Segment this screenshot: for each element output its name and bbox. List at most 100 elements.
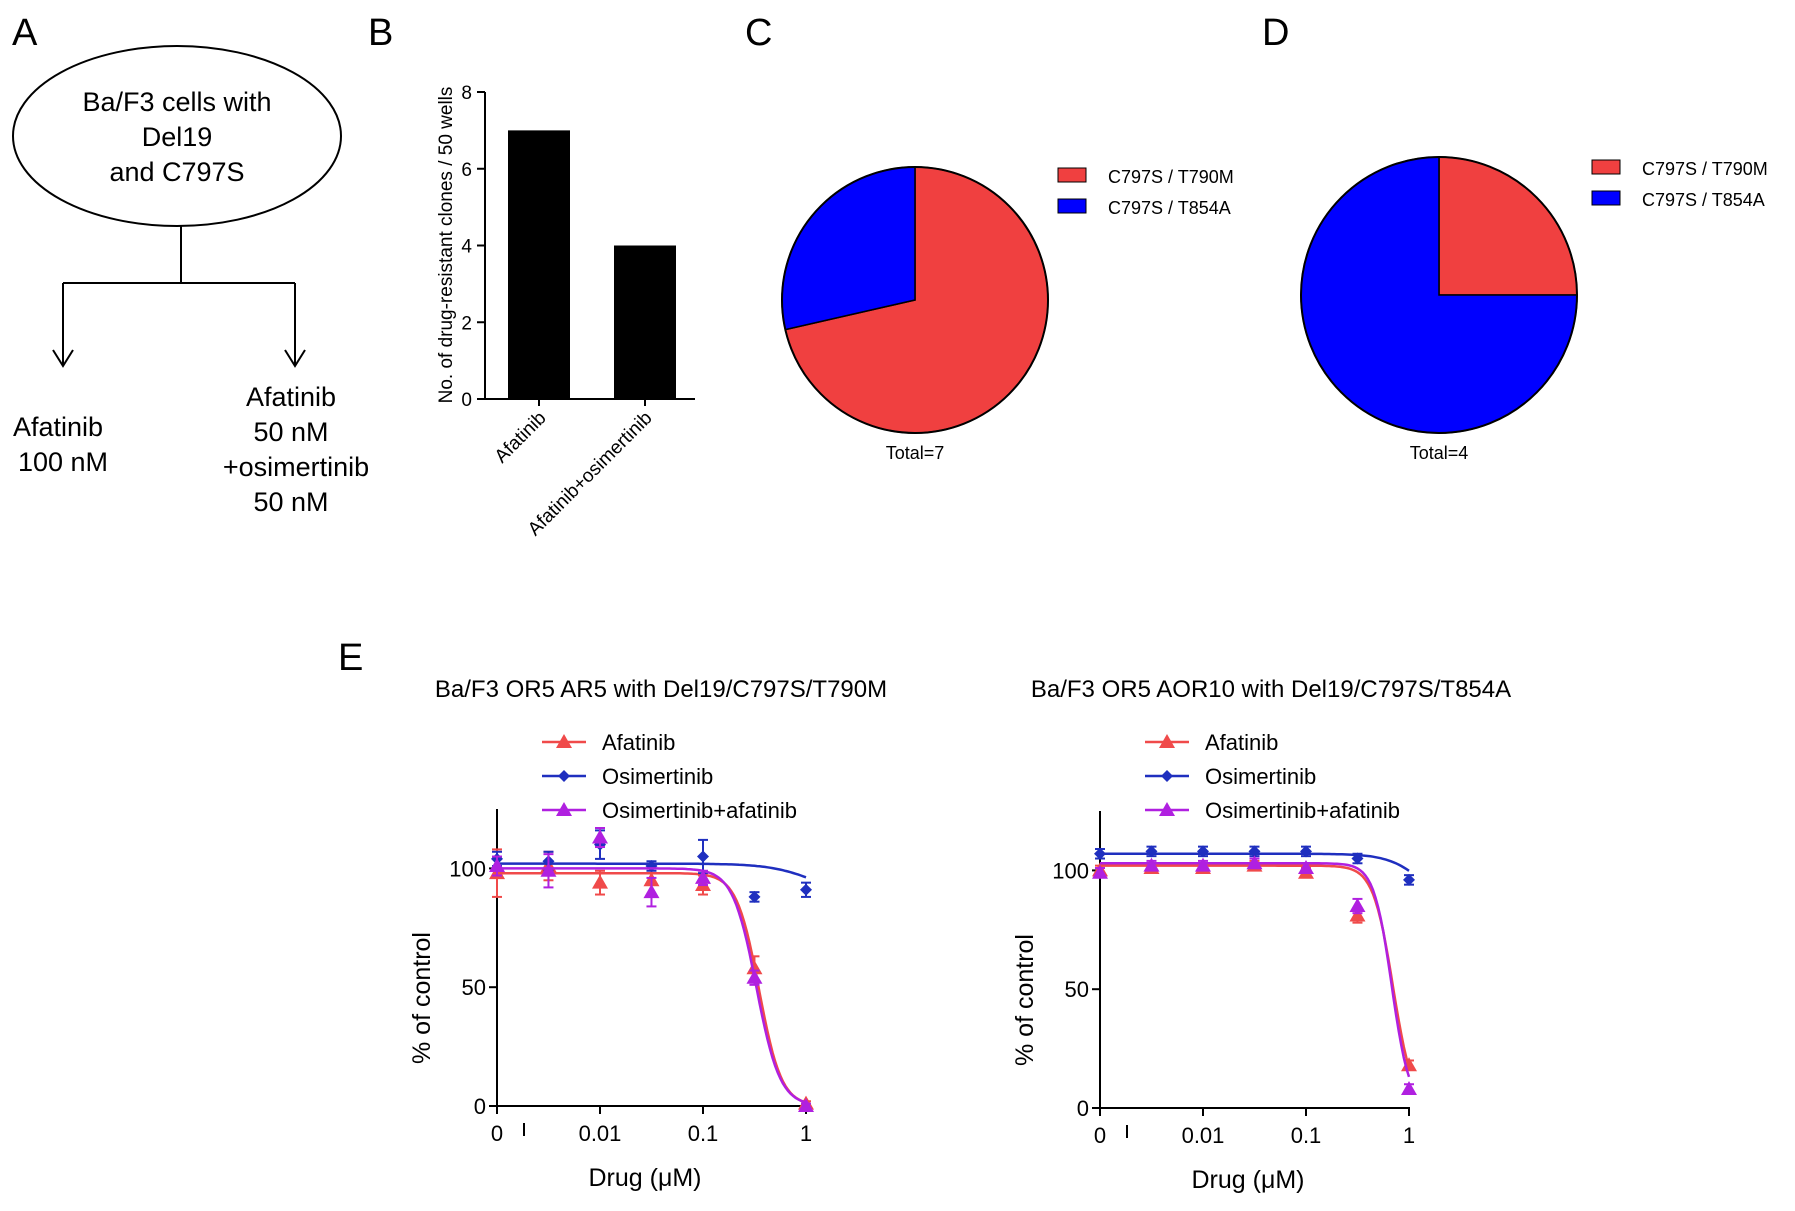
- oval-line-3: and C797S: [109, 157, 244, 187]
- legend-swatch: [1591, 190, 1621, 206]
- legend-swatch: [1591, 159, 1621, 175]
- panel-label-b: B: [368, 12, 393, 54]
- e-y-axis-label: % of control: [1011, 934, 1039, 1066]
- panel-label-c: C: [745, 12, 772, 54]
- panel-c-pie-chart: C797S / T790M C797S / T854A Total=7: [781, 166, 1234, 463]
- e-x-axis-label: Drug (μM): [588, 1164, 701, 1192]
- e-fit-curve: [1100, 864, 1411, 1068]
- e-data-point: [1161, 770, 1173, 782]
- panel-label-e: E: [338, 637, 363, 679]
- e-data-point: [1094, 847, 1106, 860]
- e-x-tick-label: 0: [491, 1121, 503, 1146]
- e-y-tick-label: 50: [1065, 977, 1089, 1002]
- b-category-label: Afatinib: [491, 408, 551, 468]
- e-x-tick-label: 1: [1403, 1123, 1415, 1148]
- e-x-tick-label: 0: [1094, 1123, 1106, 1148]
- e-data-point: [1159, 734, 1175, 748]
- e-title: Ba/F3 OR5 AR5 with Del19/C797S/T790M: [435, 676, 887, 703]
- e-data-point: [1195, 857, 1211, 872]
- right-treatment-line-4: 50 nM: [253, 487, 328, 517]
- pie-outline: [781, 166, 1049, 434]
- e-data-point: [1197, 845, 1209, 858]
- legend-swatch: [1057, 167, 1087, 183]
- panel-label-a: A: [12, 12, 38, 54]
- oval-line-2: Del19: [142, 122, 213, 152]
- right-treatment-line-2: 50 nM: [253, 417, 328, 447]
- legend-label: C797S / T854A: [1108, 198, 1231, 218]
- e-legend-label: Afatinib: [602, 730, 675, 755]
- e-fit-curve: [497, 871, 807, 1104]
- oval-line-1: Ba/F3 cells with: [82, 87, 271, 117]
- e-data-point: [489, 858, 505, 873]
- panel-e-left-dose-response: Ba/F3 OR5 AR5 with Del19/C797S/T790M 0 50 1…: [408, 676, 887, 1192]
- e-x-tick-label: 1: [800, 1121, 812, 1146]
- b-y-tick-label: 2: [461, 313, 472, 334]
- e-y-tick-label: 50: [462, 975, 486, 1000]
- panel-e-right-dose-response: Ba/F3 OR5 AOR10 with Del19/C797S/T854A 0 5…: [1011, 676, 1511, 1194]
- left-treatment-line-2: 100 nM: [18, 447, 108, 477]
- pie-slice: [1438, 156, 1578, 296]
- e-legend-label: Osimertinib+afatinib: [1205, 798, 1400, 823]
- b-bar: [614, 245, 676, 399]
- b-y-tick-label: 8: [461, 83, 472, 104]
- e-x-tick-label: 0.01: [579, 1121, 622, 1146]
- e-title: Ba/F3 OR5 AOR10 with Del19/C797S/T854A: [1031, 676, 1511, 703]
- e-data-point: [697, 850, 709, 863]
- flow-left-arrowhead: [52, 349, 74, 368]
- e-data-point: [798, 1098, 814, 1112]
- e-data-point: [1349, 898, 1366, 913]
- e-data-point: [1143, 857, 1160, 872]
- e-data-point: [592, 829, 608, 844]
- e-legend-label: Osimertinib: [602, 764, 713, 789]
- e-x-tick-label: 0.1: [688, 1121, 719, 1146]
- legend-swatch: [1057, 198, 1087, 214]
- pie-slice: [781, 166, 916, 331]
- legend-label: C797S / T790M: [1108, 167, 1234, 187]
- e-legend-label: Afatinib: [1205, 730, 1278, 755]
- e-legend-label: Osimertinib+afatinib: [602, 798, 797, 823]
- panel-label-d: D: [1262, 12, 1289, 54]
- e-data-point: [1351, 852, 1364, 865]
- e-y-tick-label: 100: [1052, 858, 1089, 883]
- e-data-point: [695, 869, 711, 884]
- e-data-point: [1349, 907, 1366, 922]
- e-data-point: [1246, 855, 1263, 870]
- e-data-point: [643, 884, 660, 899]
- e-data-point: [556, 802, 572, 816]
- e-data-point: [1300, 845, 1312, 858]
- e-data-point: [1248, 845, 1261, 858]
- e-y-tick-label: 100: [449, 856, 486, 881]
- e-y-tick-label: 0: [474, 1094, 486, 1119]
- right-treatment-line-1: Afatinib: [246, 382, 336, 412]
- e-data-point: [556, 734, 572, 748]
- e-data-point: [592, 874, 608, 889]
- e-data-point: [1145, 845, 1158, 858]
- e-data-point: [1092, 864, 1108, 879]
- e-data-point: [558, 770, 570, 782]
- b-y-tick-label: 0: [461, 390, 472, 411]
- left-treatment-line-1: Afatinib: [13, 412, 103, 442]
- e-legend-label: Osimertinib: [1205, 764, 1316, 789]
- pie-caption: Total=4: [1410, 443, 1469, 463]
- b-bar: [508, 130, 570, 399]
- cell-oval: [12, 45, 342, 227]
- pie-caption: Total=7: [886, 443, 945, 463]
- b-y-tick-label: 4: [461, 237, 472, 258]
- e-data-point: [748, 890, 761, 903]
- pie-outline: [1300, 156, 1578, 434]
- e-x-tick-label: 0.01: [1182, 1123, 1225, 1148]
- flow-right-arrowhead: [284, 349, 306, 368]
- right-treatment-line-3: +osimertinib: [223, 452, 369, 482]
- legend-label: C797S / T790M: [1642, 159, 1768, 179]
- e-data-point: [746, 969, 763, 984]
- panel-d-pie-chart: C797S / T790M C797S / T854A Total=4: [1300, 156, 1768, 463]
- panel-a-diagram: Ba/F3 cells with Del19 and C797S Afatini…: [12, 45, 369, 517]
- e-data-point: [800, 883, 812, 896]
- e-data-point: [1401, 1080, 1417, 1095]
- e-data-point: [540, 862, 557, 877]
- e-fit-curve: [1100, 862, 1411, 1078]
- e-data-point: [1403, 873, 1415, 886]
- b-y-axis-label: No. of drug-resistant clones / 50 wells: [436, 87, 457, 404]
